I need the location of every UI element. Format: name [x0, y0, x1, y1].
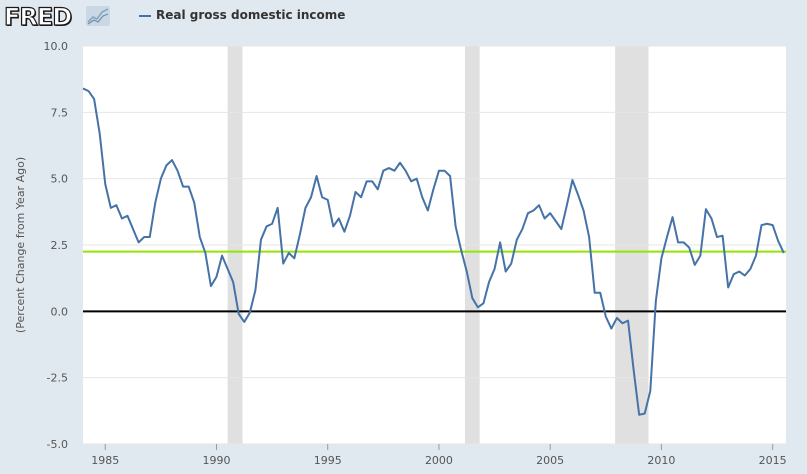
y-tick-label: -5.0 [47, 438, 68, 451]
x-tick-label: 1985 [91, 454, 119, 467]
x-tick-label: 2010 [647, 454, 675, 467]
x-tick-label: 2005 [536, 454, 564, 467]
reference-line-group [83, 250, 786, 313]
y-tick-label: 10.0 [44, 40, 69, 53]
x-tick-label: 1990 [202, 454, 230, 467]
y-tick-label: 7.5 [51, 106, 69, 119]
series-line-1[interactable] [82, 87, 785, 416]
series-group [82, 87, 785, 416]
y-tick-label: 2.5 [51, 239, 69, 252]
grid-lines [83, 45, 786, 445]
y-axis: -5.0 -2.5 0.0 2.5 5.0 7.5 10.0 [44, 40, 69, 451]
fred-logo-graph-icon [86, 6, 110, 26]
x-tick-label: 2015 [759, 454, 787, 467]
x-tick-label: 2000 [425, 454, 453, 467]
legend-series-label: Real gross domestic income [156, 8, 346, 22]
legend-series-swatch [139, 15, 151, 17]
chart-header: FRED Real gross domestic income [0, 0, 807, 40]
y-tick-label: 5.0 [51, 173, 69, 186]
x-axis: 1985 1990 1995 2000 2005 2010 2015 [91, 444, 787, 467]
fred-logo[interactable]: FRED [3, 2, 72, 31]
x-tick-label: 1995 [314, 454, 342, 467]
y-axis-label: (Percent Change from Year Ago) [14, 157, 27, 333]
y-tick-label: -2.5 [47, 372, 68, 385]
y-tick-label: 0.0 [51, 305, 69, 318]
